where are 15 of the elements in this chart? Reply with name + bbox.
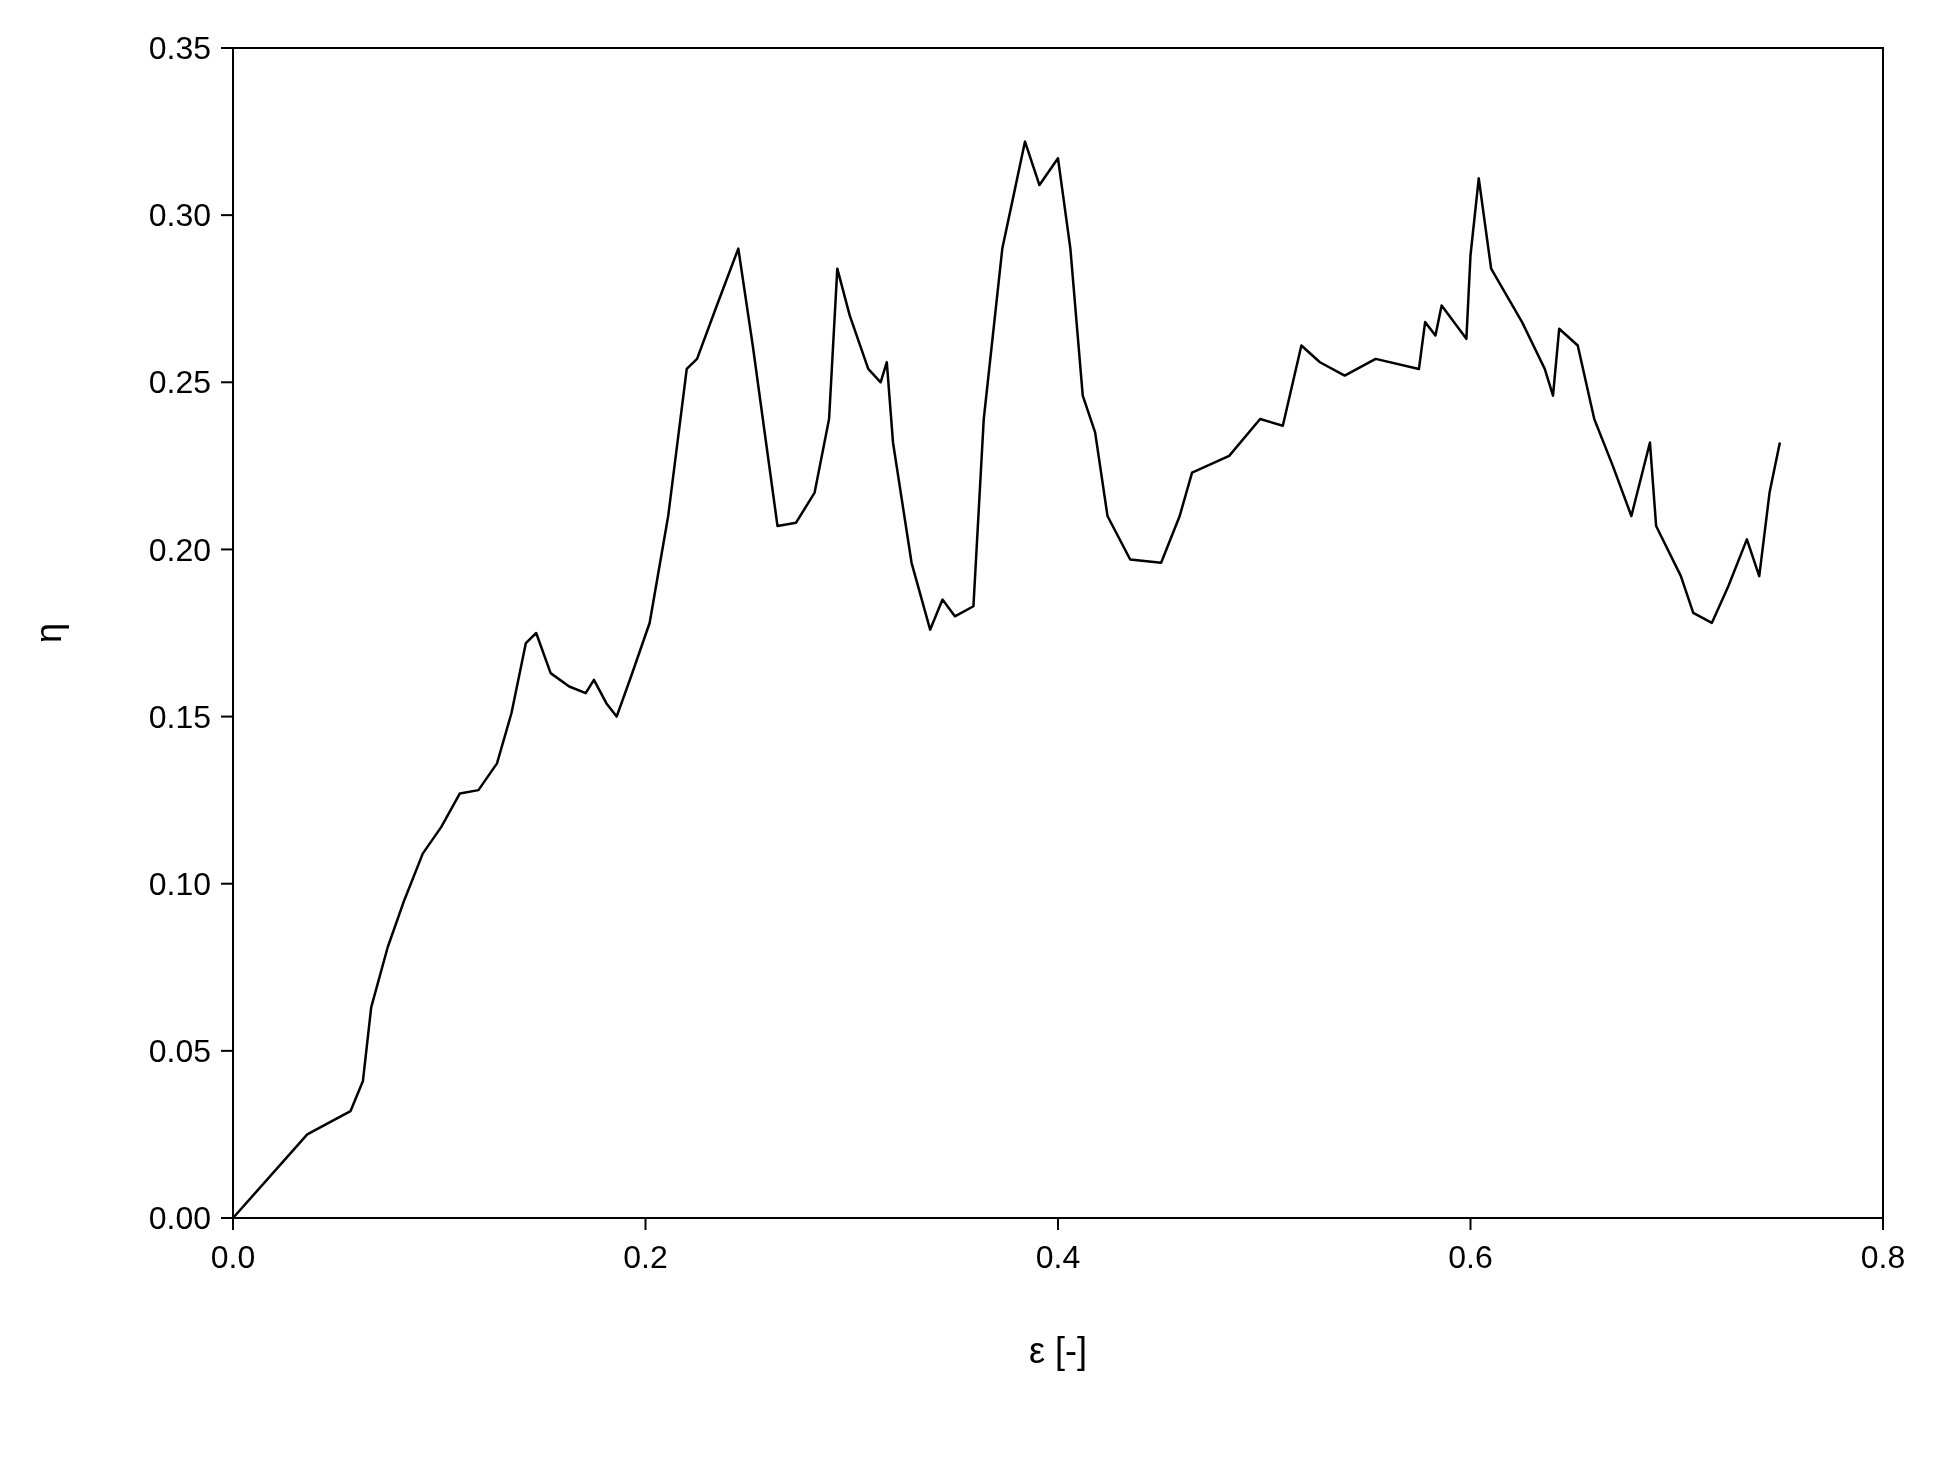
y-tick-label: 0.05	[148, 1033, 211, 1070]
x-tick-label: 0.0	[210, 1239, 256, 1275]
x-tick-label: 0.8	[1860, 1239, 1906, 1275]
x-tick-label: 0.6	[1448, 1239, 1493, 1275]
y-tick-label: 0.25	[148, 364, 211, 401]
x-axis-title: ε [-]	[1028, 1330, 1088, 1371]
x-tick-label: 0.4	[1035, 1239, 1081, 1275]
y-tick-label: 0.15	[148, 698, 211, 735]
x-tick-label: 0.2	[623, 1239, 668, 1275]
y-tick-label: 0.00	[148, 1200, 211, 1237]
y-tick-label: 0.10	[148, 865, 211, 902]
y-tick-label: 0.35	[148, 30, 211, 67]
y-axis-title: η	[27, 622, 69, 644]
y-tick-label: 0.20	[148, 531, 211, 568]
y-tick-label: 0.30	[148, 197, 211, 234]
